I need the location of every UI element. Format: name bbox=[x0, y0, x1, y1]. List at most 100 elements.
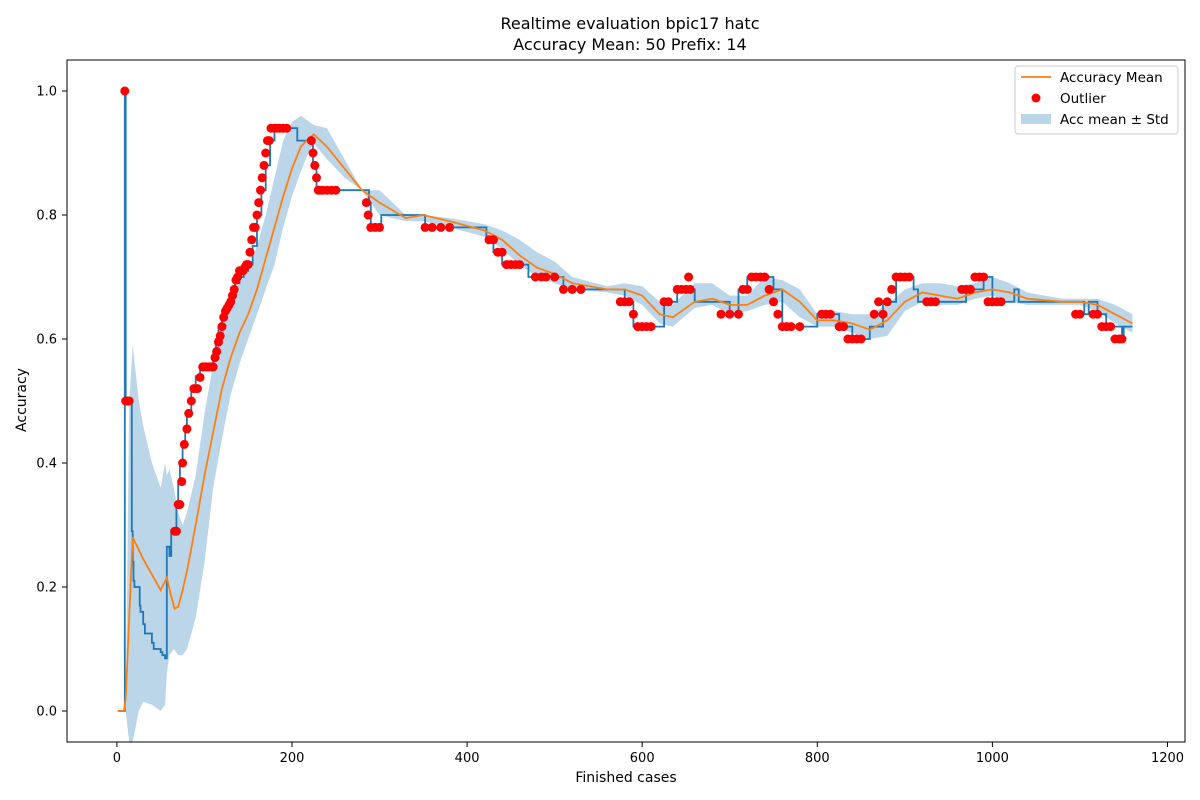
x-axis-label: Finished cases bbox=[575, 770, 676, 786]
outlier-point bbox=[795, 322, 805, 332]
outlier-point bbox=[488, 235, 498, 245]
outlier-point bbox=[252, 210, 262, 220]
outlier-point bbox=[979, 272, 989, 282]
outlier-point bbox=[541, 272, 551, 282]
outlier-point bbox=[931, 297, 940, 307]
x-tick-label: 200 bbox=[280, 751, 305, 766]
outlier-point bbox=[1106, 322, 1116, 332]
axes-frame bbox=[66, 59, 1186, 743]
outlier-point bbox=[734, 309, 743, 319]
outlier-point bbox=[515, 260, 525, 270]
outlier-point bbox=[195, 372, 205, 382]
outlier-point bbox=[887, 284, 897, 294]
outlier-point bbox=[773, 309, 783, 319]
legend-entry-outlier: Outlier bbox=[1060, 91, 1106, 107]
y-tick-label: 0.4 bbox=[36, 457, 57, 472]
outlier-point bbox=[254, 198, 264, 208]
outlier-point bbox=[264, 136, 274, 146]
outlier-point bbox=[175, 500, 185, 509]
outlier-point bbox=[760, 272, 770, 282]
outlier-point bbox=[558, 284, 568, 294]
outlier-point bbox=[331, 185, 341, 195]
legend-box bbox=[1014, 65, 1179, 135]
x-tick-label: 800 bbox=[805, 751, 830, 766]
outlier-point bbox=[250, 222, 260, 232]
outlier-point bbox=[179, 439, 189, 449]
outlier-point bbox=[243, 260, 253, 270]
outlier-point bbox=[184, 408, 194, 418]
y-tick-label: 0.8 bbox=[36, 209, 57, 224]
outlier-point bbox=[192, 384, 202, 394]
x-tick-label: 400 bbox=[455, 751, 480, 766]
outlier-point bbox=[259, 160, 269, 170]
outlier-point bbox=[445, 222, 455, 232]
outlier-point bbox=[375, 222, 384, 232]
x-axis-ticks: 0 200 400 600 800 1000 1200 bbox=[113, 742, 1184, 766]
outlier-point bbox=[904, 272, 914, 282]
outlier-point bbox=[420, 222, 430, 232]
outlier-point bbox=[576, 284, 586, 294]
outlier-point bbox=[685, 284, 695, 294]
outlier-point bbox=[215, 331, 225, 341]
outlier-point bbox=[1093, 309, 1102, 319]
outlier-point bbox=[786, 322, 796, 332]
outlier-point bbox=[120, 86, 130, 96]
outlier-point bbox=[177, 477, 187, 487]
y-tick-label: 0.2 bbox=[36, 581, 57, 596]
outlier-point bbox=[664, 297, 673, 307]
outlier-point bbox=[567, 284, 577, 294]
outlier-point bbox=[624, 297, 634, 307]
outlier-point bbox=[178, 458, 188, 468]
outlier-point bbox=[1117, 334, 1127, 344]
chart-title: Realtime evaluation bpic17 hatc bbox=[501, 14, 760, 33]
outlier-point bbox=[186, 396, 196, 406]
plot-area bbox=[117, 86, 1133, 743]
outlier-point bbox=[869, 309, 879, 319]
outlier-point bbox=[966, 284, 975, 294]
accuracy-mean-line bbox=[117, 133, 1133, 712]
outlier-point bbox=[769, 297, 778, 307]
outlier-point bbox=[171, 526, 181, 536]
outlier-point bbox=[229, 284, 239, 294]
outlier-point bbox=[716, 309, 726, 319]
outlier-layer bbox=[120, 86, 1127, 536]
outlier-point bbox=[427, 222, 437, 232]
outlier-point bbox=[217, 322, 227, 332]
outlier-point bbox=[742, 284, 752, 294]
outlier-point bbox=[996, 297, 1006, 307]
outlier-point bbox=[256, 185, 265, 195]
legend-entry-mean: Accuracy Mean bbox=[1060, 70, 1163, 86]
outlier-point bbox=[436, 222, 446, 232]
outlier-point bbox=[497, 247, 507, 257]
legend-band-swatch bbox=[1021, 114, 1051, 124]
outlier-point bbox=[261, 148, 271, 158]
y-tick-label: 0.6 bbox=[36, 333, 57, 348]
outlier-point bbox=[212, 346, 222, 356]
outlier-point bbox=[684, 272, 694, 282]
outlier-point bbox=[856, 334, 866, 344]
outlier-point bbox=[646, 322, 656, 332]
x-tick-label: 1000 bbox=[976, 751, 1009, 766]
outlier-point bbox=[764, 284, 774, 294]
outlier-point bbox=[874, 297, 884, 307]
outlier-point bbox=[550, 272, 560, 282]
outlier-point bbox=[628, 309, 638, 319]
outlier-point bbox=[245, 247, 255, 257]
outlier-point bbox=[182, 424, 192, 434]
outlier-point bbox=[878, 309, 888, 319]
outlier-point bbox=[1075, 309, 1085, 319]
legend-outlier-swatch bbox=[1031, 93, 1041, 103]
outlier-point bbox=[882, 297, 892, 307]
y-axis-label: Accuracy bbox=[14, 368, 30, 432]
outlier-point bbox=[257, 173, 267, 183]
y-tick-label: 1.0 bbox=[36, 85, 57, 100]
outlier-point bbox=[308, 148, 318, 158]
outlier-point bbox=[725, 309, 735, 319]
outlier-point bbox=[825, 309, 835, 319]
chart-subtitle: Accuracy Mean: 50 Prefix: 14 bbox=[513, 35, 746, 54]
outlier-point bbox=[363, 210, 373, 220]
outlier-point bbox=[282, 123, 292, 133]
outlier-point bbox=[306, 136, 316, 146]
